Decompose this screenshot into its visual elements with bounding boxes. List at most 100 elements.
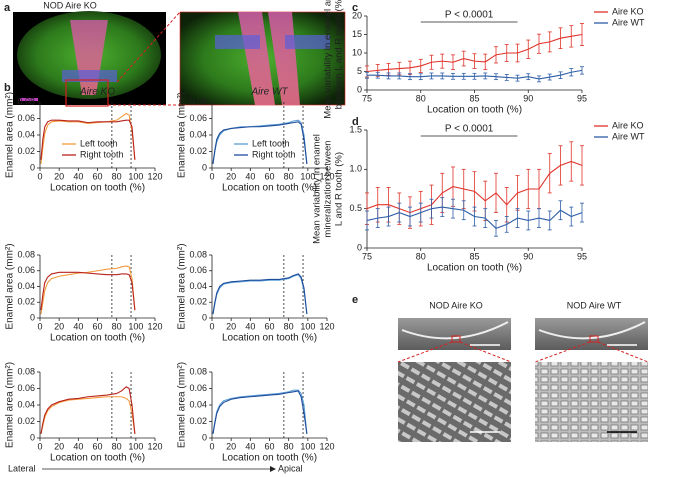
y-tick-label: 0.08: [189, 249, 207, 259]
error-bar: [386, 206, 391, 227]
y-tick-label: 0.02: [17, 146, 35, 156]
error-bar: [451, 72, 455, 80]
x-tick-label: 40: [73, 441, 83, 451]
y-tick-label: 0.02: [189, 416, 207, 426]
error-bar: [483, 208, 488, 228]
x-tick-label: 120: [147, 321, 162, 331]
y-axis-label: Enamel area (mm²): [177, 243, 188, 329]
x-tick-label: 80: [416, 93, 426, 103]
x-tick-label: 100: [128, 171, 143, 181]
error-bar: [461, 50, 466, 67]
x-tick-label: 80: [112, 171, 122, 181]
y-axis-label: L and R tooth (%): [334, 152, 345, 226]
chart-title: Aire KO: [79, 87, 115, 98]
y-tick-label: 1.0: [349, 164, 362, 174]
error-bar: [365, 71, 369, 79]
direction-label: Apical: [278, 463, 303, 473]
ct-image: [13, 11, 166, 107]
series-line: [40, 119, 136, 160]
series-line: [212, 390, 308, 434]
x-tick-label: 95: [577, 93, 587, 103]
error-bar: [397, 72, 402, 80]
series-line: [212, 389, 308, 434]
y-axis-label: mineralization between: [323, 140, 334, 237]
sem-image: [534, 318, 649, 442]
x-tick-label: 75: [362, 93, 372, 103]
error-bar: [515, 43, 520, 63]
y-tick-label: 0.06: [17, 265, 35, 275]
error-bar: [558, 27, 563, 49]
error-bar: [537, 33, 541, 54]
y-axis-label: Enamel area (mm²): [5, 92, 16, 178]
y-tick-label: 0.06: [189, 265, 207, 275]
x-tick-label: 60: [264, 171, 274, 181]
error-bar: [494, 46, 498, 64]
x-axis-label: Location on tooth (%): [50, 453, 145, 464]
x-tick-label: 120: [319, 441, 334, 451]
legend-label: Left tooth: [80, 138, 118, 148]
x-tick-label: 0: [209, 171, 214, 181]
y-axis-label: Mean variability in enamel: [312, 134, 323, 244]
y-axis-label: Mean variability in enamel area: [323, 0, 334, 119]
legend-label: Right tooth: [80, 149, 124, 159]
y-tick-label: 0.04: [189, 281, 207, 291]
x-tick-label: 120: [319, 321, 334, 331]
error-bar: [429, 198, 434, 219]
image-label: NOD Aire KO: [429, 300, 483, 310]
y-tick-label: 0.02: [189, 146, 207, 156]
x-tick-label: 20: [226, 321, 236, 331]
y-tick-label: 15: [352, 29, 362, 39]
error-bar: [408, 206, 412, 227]
series-line: [40, 386, 136, 434]
y-tick-label: 0.04: [17, 129, 35, 139]
error-bar: [580, 202, 584, 223]
y-tick-label: 0.08: [189, 366, 207, 376]
x-tick-label: 0: [209, 441, 214, 451]
error-bar: [494, 220, 498, 237]
series-line: [40, 112, 136, 164]
error-bar: [504, 44, 509, 62]
x-tick-label: 40: [73, 171, 83, 181]
series-line: [212, 273, 308, 315]
error-bar: [375, 208, 380, 228]
y-tick-label: 0.5: [349, 203, 362, 213]
error-bar: [440, 72, 445, 80]
error-bar: [580, 66, 584, 75]
x-axis-label: Location on tooth (%): [222, 453, 317, 464]
x-tick-label: 95: [577, 251, 587, 261]
error-bar: [418, 73, 423, 81]
image-label: NOD Aire WT: [567, 300, 622, 310]
y-tick-label: 0.08: [17, 96, 35, 106]
y-tick-label: 0.02: [17, 416, 35, 426]
x-tick-label: 120: [147, 441, 162, 451]
error-bar: [515, 208, 520, 228]
error-bar: [472, 72, 477, 80]
error-bar: [451, 54, 455, 71]
y-tick-label: 0.08: [17, 366, 35, 376]
error-bar: [429, 72, 434, 80]
y-tick-label: 0.08: [189, 96, 207, 106]
error-bar: [451, 198, 455, 219]
x-tick-label: 20: [226, 441, 236, 451]
y-axis-label: Enamel area (mm²): [177, 362, 188, 448]
x-tick-label: 20: [54, 441, 64, 451]
error-bar: [375, 71, 380, 79]
error-bar: [483, 72, 488, 80]
x-tick-label: 40: [73, 321, 83, 331]
x-tick-label: 40: [245, 441, 255, 451]
x-tick-label: 90: [523, 251, 533, 261]
series-line: [212, 119, 308, 164]
x-tick-label: 60: [92, 171, 102, 181]
significance-label: P < 0.0001: [445, 10, 494, 21]
series-line: [40, 265, 136, 315]
legend-label: Aire KO: [612, 6, 644, 16]
error-bar: [526, 73, 531, 81]
error-bar: [418, 58, 423, 74]
error-bar: [569, 68, 574, 77]
y-tick-label: 0: [357, 84, 362, 94]
series-line: [212, 121, 308, 164]
y-tick-label: 0.04: [17, 281, 35, 291]
y-tick-label: 0.02: [17, 297, 35, 307]
x-tick-label: 0: [209, 321, 214, 331]
